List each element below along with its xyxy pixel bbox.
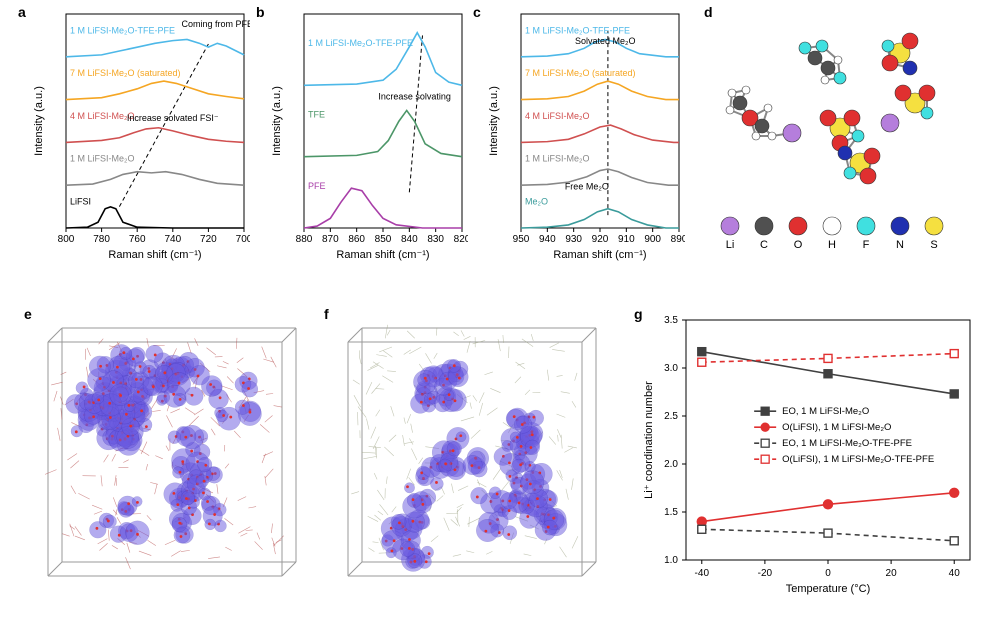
trace-label: 1 M LiFSI-Me₂O-TFE-PFE bbox=[70, 25, 175, 35]
svg-text:Intensity (a.u.): Intensity (a.u.) bbox=[488, 86, 500, 156]
svg-text:1.0: 1.0 bbox=[664, 555, 678, 566]
trace-label: 1 M LiFSI-Me₂O-TFE-PFE bbox=[525, 25, 630, 35]
svg-text:Raman shift (cm⁻¹): Raman shift (cm⁻¹) bbox=[336, 249, 429, 261]
trace-label: 4 M LiFSI-Me₂O bbox=[70, 111, 135, 121]
svg-text:860: 860 bbox=[348, 234, 365, 245]
legend-label: O(LiFSI), 1 M LiFSI-Me₂O-TFE-PFE bbox=[782, 454, 934, 465]
svg-text:870: 870 bbox=[322, 234, 339, 245]
svg-text:830: 830 bbox=[427, 234, 444, 245]
svg-text:Raman shift (cm⁻¹): Raman shift (cm⁻¹) bbox=[553, 249, 646, 261]
svg-text:Solvated Me₂O: Solvated Me₂O bbox=[575, 36, 636, 46]
panel-g: g-40-20020401.01.52.02.53.03.5Temperatur… bbox=[640, 310, 980, 600]
atom-legend-label: S bbox=[930, 239, 937, 251]
svg-text:1.5: 1.5 bbox=[664, 507, 678, 518]
svg-text:40: 40 bbox=[949, 568, 961, 579]
atom-legend-label: O bbox=[794, 239, 803, 251]
svg-text:890: 890 bbox=[671, 234, 685, 245]
svg-text:720: 720 bbox=[200, 234, 217, 245]
svg-text:910: 910 bbox=[618, 234, 635, 245]
trace-label: Me₂O bbox=[525, 196, 548, 206]
svg-text:Increase solvating: Increase solvating bbox=[378, 92, 451, 102]
atom-legend-label: F bbox=[863, 239, 870, 251]
svg-text:2.0: 2.0 bbox=[664, 459, 678, 470]
svg-text:820: 820 bbox=[454, 234, 468, 245]
panel-label: e bbox=[24, 306, 32, 322]
panel-label: b bbox=[256, 4, 265, 20]
svg-text:Intensity (a.u.): Intensity (a.u.) bbox=[271, 86, 283, 156]
panel-a: a800780760740720700Raman shift (cm⁻¹)Int… bbox=[30, 8, 250, 268]
svg-text:800: 800 bbox=[58, 234, 75, 245]
svg-text:840: 840 bbox=[401, 234, 418, 245]
svg-text:920: 920 bbox=[592, 234, 609, 245]
atom-legend-label: C bbox=[760, 239, 768, 251]
trace-label: 7 M LiFSI-Me₂O (saturated) bbox=[70, 68, 181, 78]
legend-label: O(LiFSI), 1 M LiFSI-Me₂O bbox=[782, 422, 891, 433]
legend-label: EO, 1 M LiFSI-Me₂O-TFE-PFE bbox=[782, 438, 912, 449]
panel-label: f bbox=[324, 306, 329, 322]
svg-text:20: 20 bbox=[886, 568, 898, 579]
svg-text:950: 950 bbox=[513, 234, 530, 245]
trace-label: 1 M LiFSI-Me₂O bbox=[70, 154, 135, 164]
trace-label: 7 M LiFSI-Me₂O (saturated) bbox=[525, 68, 636, 78]
svg-text:700: 700 bbox=[236, 234, 250, 245]
svg-text:Temperature (°C): Temperature (°C) bbox=[786, 583, 870, 595]
svg-text:Free Me₂O: Free Me₂O bbox=[565, 181, 609, 191]
panel-label: g bbox=[634, 306, 643, 322]
panel-d: dLiCOHFNS bbox=[710, 8, 980, 268]
atom-legend-label: H bbox=[828, 239, 836, 251]
trace-label: 1 M LiFSI-Me₂O bbox=[525, 154, 590, 164]
trace-label: PFE bbox=[308, 181, 326, 191]
legend-label: EO, 1 M LiFSI-Me₂O bbox=[782, 406, 869, 417]
svg-text:Intensity (a.u.): Intensity (a.u.) bbox=[33, 86, 45, 156]
svg-text:900: 900 bbox=[644, 234, 661, 245]
panel-label: d bbox=[704, 4, 713, 20]
panel-label: a bbox=[18, 4, 26, 20]
panel-b: b880870860850840830820Raman shift (cm⁻¹)… bbox=[268, 8, 468, 268]
panel-f: f bbox=[330, 310, 600, 590]
svg-text:780: 780 bbox=[93, 234, 110, 245]
svg-text:940: 940 bbox=[539, 234, 556, 245]
svg-text:850: 850 bbox=[375, 234, 392, 245]
svg-text:3.5: 3.5 bbox=[664, 315, 678, 326]
atom-legend-label: Li bbox=[726, 239, 735, 251]
panel-e: e bbox=[30, 310, 300, 590]
panel-c: c950940930920910900890Raman shift (cm⁻¹)… bbox=[485, 8, 685, 268]
panel-label: c bbox=[473, 4, 481, 20]
svg-text:740: 740 bbox=[164, 234, 181, 245]
svg-text:Coming from PFE: Coming from PFE bbox=[182, 19, 250, 29]
svg-text:Li⁺ coordination number: Li⁺ coordination number bbox=[643, 381, 655, 499]
trace-label: 4 M LiFSI-Me₂O bbox=[525, 111, 590, 121]
svg-text:-20: -20 bbox=[758, 568, 773, 579]
svg-text:760: 760 bbox=[129, 234, 146, 245]
svg-text:3.0: 3.0 bbox=[664, 363, 678, 374]
svg-text:Raman shift (cm⁻¹): Raman shift (cm⁻¹) bbox=[108, 249, 201, 261]
svg-text:-40: -40 bbox=[695, 568, 710, 579]
atom-legend-label: N bbox=[896, 239, 904, 251]
svg-text:0: 0 bbox=[825, 568, 831, 579]
svg-text:930: 930 bbox=[565, 234, 582, 245]
svg-text:880: 880 bbox=[296, 234, 313, 245]
svg-text:2.5: 2.5 bbox=[664, 411, 678, 422]
svg-text:Increase solvated FSI⁻: Increase solvated FSI⁻ bbox=[127, 113, 219, 123]
trace-label: LiFSI bbox=[70, 196, 91, 206]
trace-label: TFE bbox=[308, 109, 325, 119]
trace-label: 1 M LiFSI-Me₂O-TFE-PFE bbox=[308, 38, 413, 48]
